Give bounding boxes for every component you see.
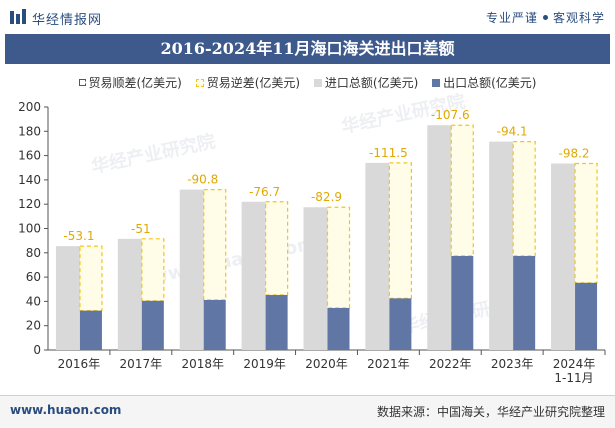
export-bar <box>327 307 350 350</box>
x-tick-label: 1-11月 <box>554 371 593 385</box>
x-tick-label: 2020年 <box>305 357 348 371</box>
deficit-bar <box>512 141 536 257</box>
x-tick-label: 2022年 <box>429 357 472 371</box>
legend-item-surplus[interactable]: 贸易顺差(亿美元) <box>78 74 182 91</box>
chart-title: 2016-2024年11月海口海关进出口差额 <box>5 34 610 64</box>
top-bar: 华经情报网 专业严谨 客观科学 <box>0 0 615 36</box>
legend-item-import[interactable]: 进口总额(亿美元) <box>313 74 419 91</box>
deficit-data-label: -51 <box>131 222 151 236</box>
deficit-bar <box>326 206 351 309</box>
legend-label-deficit: 贸易逆差(亿美元) <box>206 76 301 90</box>
deficit-data-label: -98.2 <box>559 146 590 160</box>
x-tick-label: 2024年 <box>553 357 596 371</box>
x-tick-label: 2016年 <box>58 357 101 371</box>
bar-chart: 0 20 40 60 80 100 120 140 160 180 200 -53.1 2016年 -51… <box>18 100 606 385</box>
export-bar <box>451 255 474 350</box>
import-bar <box>117 238 142 350</box>
export-bar <box>513 255 536 350</box>
deficit-bar <box>203 189 227 301</box>
x-tick-label: 2021年 <box>367 357 410 371</box>
legend-label-export: 出口总额(亿美元) <box>443 76 537 90</box>
export-bar <box>389 298 412 350</box>
deficit-bar <box>388 162 412 299</box>
slogan: 专业严谨 客观科学 <box>486 9 605 26</box>
deficit-bar <box>574 162 598 284</box>
y-tick-label: 100 <box>18 222 41 236</box>
deficit-bar <box>79 245 103 312</box>
import-bar <box>241 201 266 350</box>
y-tick-label: 160 <box>18 149 41 163</box>
import-bar <box>179 189 204 350</box>
deficit-data-label: -82.9 <box>311 190 342 204</box>
y-tick-label: 180 <box>18 124 41 138</box>
legend-item-export[interactable]: 出口总额(亿美元) <box>432 74 536 91</box>
x-tick-label: 2019年 <box>243 357 286 371</box>
x-tick-label: 2018年 <box>181 357 224 371</box>
export-bar <box>203 299 226 350</box>
slogan-tag-1: 专业严谨 <box>485 11 538 25</box>
chart-legend: 贸易顺差(亿美元) 贸易逆差(亿美元) 进口总额(亿美元) 出口总额(亿美元) <box>0 74 615 94</box>
separator-dot-icon <box>542 15 548 20</box>
import-bar <box>551 163 576 350</box>
legend-label-surplus: 贸易顺差(亿美元) <box>88 76 182 90</box>
brand-name: 华经情报网 <box>32 13 103 28</box>
import-bar <box>303 207 328 350</box>
import-bar <box>427 125 452 350</box>
x-tick-label: 2017年 <box>120 357 163 371</box>
legend-item-deficit[interactable]: 贸易逆差(亿美元) <box>195 74 301 91</box>
deficit-data-label: -111.5 <box>369 146 408 160</box>
export-bar <box>79 310 102 350</box>
y-tick-label: 40 <box>26 294 41 308</box>
data-source: 数据来源：中国海关，华经产业研究院整理 <box>376 405 605 419</box>
deficit-data-label: -107.6 <box>431 108 470 122</box>
deficit-bar <box>265 201 289 296</box>
deficit-data-label: -94.1 <box>497 125 528 139</box>
slogan-tag-2: 客观科学 <box>552 11 605 25</box>
x-tick-label: 2023年 <box>491 357 534 371</box>
export-bar <box>265 294 288 350</box>
y-tick-label: 60 <box>26 270 41 284</box>
import-bar <box>365 162 390 350</box>
y-tick-label: 80 <box>26 246 41 260</box>
y-tick-label: 0 <box>33 343 41 357</box>
deficit-bar <box>450 124 474 257</box>
deficit-bar <box>141 238 165 302</box>
huajing-logo-icon <box>10 9 26 24</box>
y-tick-label: 140 <box>18 173 41 187</box>
export-bar <box>141 300 164 350</box>
import-bar <box>489 141 514 350</box>
export-swatch-icon <box>432 78 441 87</box>
legend-label-import: 进口总额(亿美元) <box>324 76 419 90</box>
y-tick-label: 120 <box>18 197 41 211</box>
import-swatch-icon <box>313 78 322 87</box>
y-tick-label: 200 <box>18 100 41 114</box>
deficit-data-label: -53.1 <box>63 229 94 243</box>
import-bar <box>55 246 80 350</box>
deficit-data-label: -76.7 <box>249 185 280 199</box>
export-bar <box>575 282 598 350</box>
deficit-swatch-icon <box>195 78 204 87</box>
footer-site: www.huaon.com <box>10 403 122 417</box>
deficit-data-label: -90.8 <box>187 173 218 187</box>
surplus-swatch-icon <box>78 79 86 86</box>
y-tick-label: 20 <box>26 319 41 333</box>
footer: www.huaon.com 数据来源：中国海关，华经产业研究院整理 <box>0 395 615 428</box>
